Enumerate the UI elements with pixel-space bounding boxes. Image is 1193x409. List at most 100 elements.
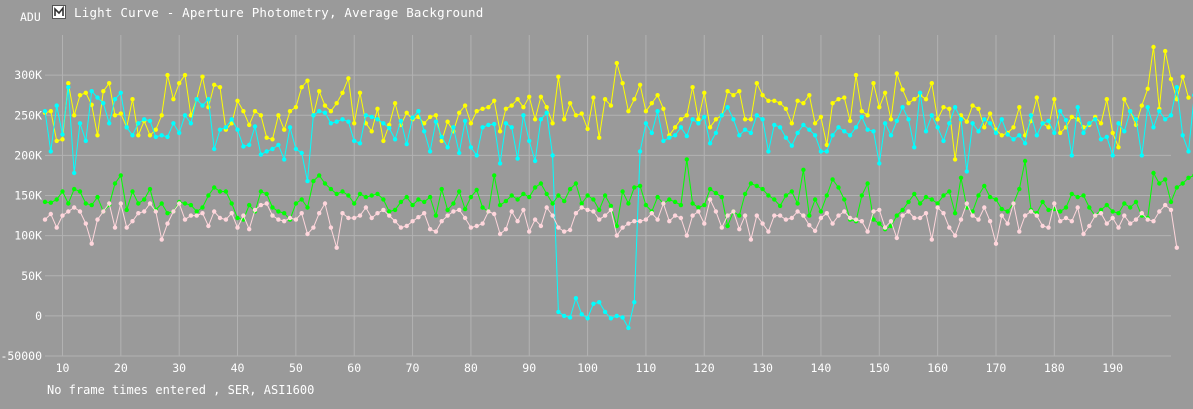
- data-point: [672, 125, 678, 130]
- data-point: [270, 213, 275, 218]
- data-point: [1151, 125, 1156, 130]
- series-2: [42, 85, 1193, 331]
- data-point: [497, 231, 503, 237]
- data-point: [801, 101, 806, 106]
- data-point: [1163, 202, 1168, 208]
- data-point: [445, 119, 450, 124]
- data-point: [1168, 113, 1174, 118]
- data-point: [760, 186, 765, 192]
- data-point: [177, 130, 182, 136]
- data-point: [882, 225, 888, 230]
- x-tick-label: 20: [114, 361, 128, 375]
- data-point: [1116, 225, 1121, 230]
- data-point: [964, 201, 969, 206]
- x-tick-label: 60: [347, 361, 361, 375]
- data-point: [1017, 229, 1022, 234]
- data-point: [678, 202, 684, 208]
- data-point: [147, 133, 153, 138]
- data-point: [468, 225, 474, 230]
- data-point: [60, 213, 65, 218]
- data-point: [1157, 181, 1162, 186]
- data-point: [328, 109, 334, 114]
- data-point: [276, 113, 281, 118]
- data-point: [1063, 117, 1069, 123]
- data-point: [567, 227, 573, 233]
- data-point: [247, 227, 252, 232]
- data-point: [877, 105, 882, 110]
- data-point: [550, 201, 555, 206]
- data-point: [340, 90, 345, 96]
- data-point: [1163, 177, 1168, 182]
- data-point: [947, 106, 952, 112]
- data-point: [188, 121, 194, 126]
- data-point: [497, 161, 503, 166]
- data-point: [352, 201, 357, 206]
- series-line: [44, 159, 1193, 230]
- data-point: [165, 134, 170, 140]
- data-point: [795, 209, 800, 214]
- data-point: [200, 205, 205, 210]
- data-point: [1139, 153, 1145, 158]
- x-tick-label: 160: [927, 361, 948, 375]
- data-point: [252, 124, 258, 129]
- data-point: [1098, 137, 1104, 142]
- data-point: [89, 202, 94, 208]
- data-point: [783, 135, 789, 140]
- data-point: [422, 211, 427, 216]
- window-title: Light Curve - Aperture Photometry, Avera…: [74, 4, 484, 20]
- data-point: [311, 225, 316, 230]
- data-point: [381, 207, 386, 213]
- data-point: [649, 211, 654, 216]
- data-point: [404, 194, 409, 200]
- data-point: [783, 106, 789, 112]
- data-point: [340, 189, 345, 194]
- data-point: [917, 201, 923, 206]
- data-point: [200, 211, 205, 216]
- data-point: [1046, 225, 1051, 230]
- data-point: [462, 118, 468, 124]
- data-point: [702, 221, 707, 226]
- data-point: [1151, 44, 1156, 50]
- data-point: [66, 209, 71, 214]
- data-point: [1069, 191, 1075, 197]
- data-point: [282, 127, 287, 132]
- data-point: [620, 189, 625, 194]
- light-curve-app-icon[interactable]: [52, 5, 66, 19]
- data-point: [637, 219, 643, 224]
- data-point: [247, 202, 252, 208]
- data-point: [707, 186, 713, 192]
- data-point: [229, 117, 234, 122]
- data-point: [737, 133, 742, 138]
- series-3: [42, 157, 1193, 232]
- data-point: [602, 309, 608, 315]
- y-tick-label: 300K: [14, 68, 42, 82]
- data-point: [952, 157, 958, 162]
- data-point: [737, 89, 742, 94]
- data-point: [136, 201, 141, 206]
- data-point: [917, 90, 923, 96]
- data-point: [976, 106, 981, 112]
- data-point: [77, 93, 83, 98]
- data-point: [626, 109, 631, 114]
- data-point: [101, 89, 106, 94]
- data-point: [159, 133, 164, 138]
- data-point: [48, 211, 53, 217]
- data-point: [725, 213, 730, 218]
- data-point: [1145, 217, 1150, 222]
- data-point: [375, 106, 380, 112]
- data-point: [982, 183, 987, 189]
- data-point: [83, 90, 89, 96]
- data-point: [556, 74, 561, 79]
- data-point: [252, 109, 258, 114]
- data-point: [544, 205, 549, 210]
- data-point: [381, 138, 386, 144]
- data-point: [229, 201, 234, 206]
- data-point: [142, 117, 147, 122]
- data-point: [871, 217, 876, 222]
- data-point: [474, 153, 479, 158]
- data-point: [95, 194, 100, 200]
- data-point: [836, 125, 841, 130]
- x-tick-label: 190: [1102, 361, 1123, 375]
- data-point: [626, 325, 631, 331]
- data-point: [567, 186, 573, 192]
